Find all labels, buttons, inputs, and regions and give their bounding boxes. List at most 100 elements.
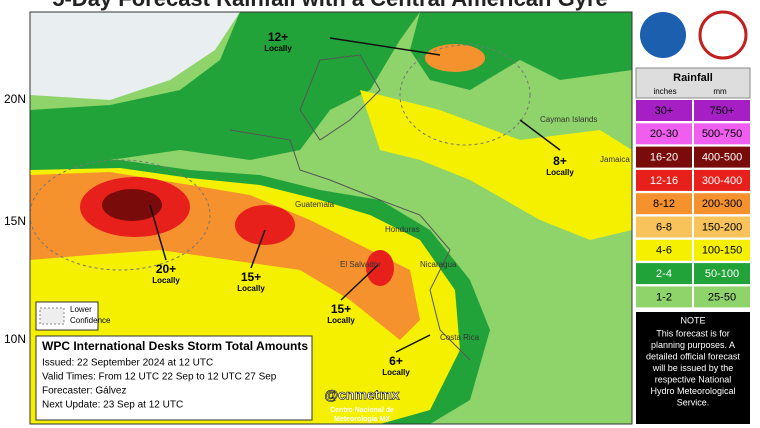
legend-inches: 4-6: [656, 245, 672, 257]
legend-mm: 50-100: [705, 268, 739, 280]
place-label: El Salvador: [340, 260, 381, 269]
credit-handle: @cnmetmx: [324, 387, 399, 403]
title: 5-Day Forecast Rainfall with a Central A…: [52, 0, 608, 11]
legend-swatch: [694, 146, 750, 168]
rain-area: [425, 44, 485, 72]
confidence-label: Confidence: [70, 316, 111, 325]
place-label: Nicaragua: [420, 260, 457, 269]
arrow: [149, 204, 167, 261]
legend-inches: 12-16: [650, 175, 678, 187]
amount-label: 15+: [331, 302, 351, 316]
arrow: [340, 264, 379, 301]
legend-mm: 500-750: [702, 128, 742, 140]
lat-label: 15N: [4, 214, 26, 228]
info-line: Issued: 22 September 2024 at 12 UTC: [42, 358, 213, 369]
amount-note: Locally: [152, 276, 180, 285]
rain-area: [235, 205, 295, 245]
legend-swatch: [636, 169, 692, 191]
amount-label: 6+: [389, 354, 403, 368]
coastline: [299, 54, 381, 141]
amount-note: Locally: [264, 44, 292, 53]
amount-label: 8+: [553, 154, 567, 168]
amount-note: Locally: [546, 168, 574, 177]
lat-label: 20N: [4, 92, 26, 106]
legend-swatch: [694, 193, 750, 215]
rain-area: [366, 250, 394, 286]
legend-title: Rainfall: [673, 72, 713, 84]
info-title: WPC International Desks Storm Total Amou…: [42, 339, 308, 353]
legend-swatch: [694, 239, 750, 261]
legend-swatch: [694, 100, 750, 121]
legend-inches: 8-12: [653, 198, 675, 210]
logo: [640, 12, 686, 58]
note-text: planning purposes. A: [651, 340, 735, 350]
amount-label: 20+: [156, 262, 176, 276]
legend: Rainfall inches mm 30+ 750+ 20-30 500-750 16-20…: [635, 67, 751, 308]
confidence-area: [399, 44, 531, 146]
info-line: Next Update: 23 Sep at 12 UTC: [42, 400, 183, 411]
dry-area: [30, 12, 240, 100]
legend-unit: inches: [653, 87, 676, 96]
amount-note: Locally: [382, 368, 410, 377]
legend-inches: 6-8: [656, 221, 672, 233]
legend-swatch: [636, 286, 692, 308]
legend-mm: 150-200: [702, 221, 742, 233]
lat-label: 10N: [4, 332, 26, 346]
note-text: will be issued by the: [652, 363, 734, 373]
legend-mm: 25-50: [708, 291, 736, 303]
info-line: Forecaster: Gálvez: [42, 386, 126, 397]
legend-swatch: [636, 100, 692, 121]
note-text: respective National: [655, 374, 732, 384]
info-line: Valid Times: From 12 UTC 22 Sep to 12 UT…: [42, 372, 277, 383]
info-box: [35, 335, 313, 421]
amount-note: Locally: [237, 284, 265, 293]
amount-note: Locally: [327, 316, 355, 325]
credit-org: Meteorología MX: [334, 416, 390, 423]
note-text: Service.: [677, 397, 710, 407]
legend-header: [635, 67, 751, 99]
legend-swatch: [694, 123, 750, 145]
arrow: [395, 334, 431, 353]
rain-area: [360, 90, 632, 240]
note-text: This forecast is for: [656, 328, 730, 338]
rain-area: [102, 189, 162, 221]
note-box: [636, 312, 750, 424]
legend-unit: mm: [713, 87, 727, 96]
legend-mm: 400-500: [702, 152, 742, 164]
place-label: Jamaica: [600, 155, 630, 164]
legend-swatch: [636, 239, 692, 261]
place-label: Cayman Islands: [540, 115, 597, 124]
credit-org: Centro Nacional de: [330, 407, 394, 414]
place-label: Guatemala: [295, 200, 335, 209]
legend-swatch: [694, 286, 750, 308]
arrow: [329, 37, 441, 56]
legend-mm: 100-150: [702, 245, 742, 257]
arrow: [250, 229, 266, 269]
legend-swatch: [636, 263, 692, 285]
coastline: [229, 129, 471, 361]
legend-inches: 2-4: [656, 268, 672, 280]
legend-swatch: [694, 263, 750, 285]
map-frame: [29, 11, 633, 425]
legend-swatch: [636, 123, 692, 145]
note-title: NOTE: [680, 315, 705, 325]
confidence-swatch: [39, 307, 65, 325]
amount-label: 12+: [268, 30, 288, 44]
legend-inches: 16-20: [650, 152, 678, 164]
legend-mm: 200-300: [702, 198, 742, 210]
legend-swatch: [636, 146, 692, 168]
note-text: detailed official forecast: [646, 351, 740, 361]
legend-mm: 750+: [710, 105, 735, 117]
confidence-label: Lower: [70, 305, 92, 314]
amount-label: 15+: [241, 270, 261, 284]
legend-inches: 20-30: [650, 128, 678, 140]
legend-swatch: [636, 216, 692, 238]
rain-area: [30, 12, 420, 160]
legend-inches: 30+: [655, 105, 674, 117]
arrow: [519, 119, 561, 151]
note-text: Hydro Meteorological: [650, 386, 735, 396]
place-label: Honduras: [385, 225, 420, 234]
legend-swatch: [694, 169, 750, 191]
legend-mm: 300-400: [702, 175, 742, 187]
